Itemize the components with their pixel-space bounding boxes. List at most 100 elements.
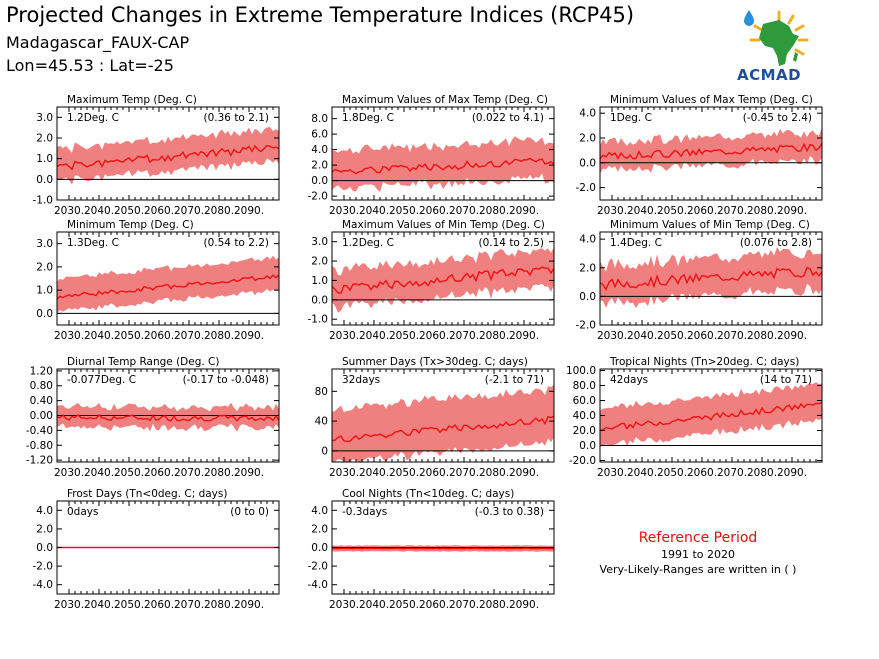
y-tick-label: -2.0 [308, 561, 329, 573]
y-tick-label: 2.0 [36, 261, 53, 273]
y-tick-label: 0.0 [579, 291, 596, 303]
x-tick-label: 2080. [747, 467, 777, 479]
x-tick-label: 2050. [389, 467, 419, 479]
x-tick-label: 2060. [144, 467, 174, 479]
x-tick-label: 2070. [174, 599, 204, 611]
x-tick-label: 2040. [359, 330, 389, 342]
x-tick-label: 2040. [359, 599, 389, 611]
x-tick-label: 2080. [204, 330, 234, 342]
mean-change-label: 32days [342, 374, 380, 386]
x-tick-label: 2080. [479, 205, 509, 217]
x-tick-label: 2060. [144, 330, 174, 342]
y-tick-label: 1.0 [36, 153, 53, 165]
likely-range-band [57, 402, 279, 432]
x-tick-label: 2090. [509, 205, 539, 217]
plot-frame [599, 106, 823, 201]
chart-panel: 2030. 2040. 2050. 2060. 2070. 2080. 2090. -4.0 -… [308, 488, 555, 611]
x-tick-label: 2030. [54, 599, 84, 611]
y-tick-label: 0.0 [36, 174, 53, 186]
reference-period-years: 1991 to 2020 [660, 548, 736, 561]
x-tick-label: 2090. [777, 330, 807, 342]
x-tick-label: 2060. [419, 467, 449, 479]
x-tick-label: 2080. [204, 599, 234, 611]
likely-range-label: (-0.45 to 2.4) [743, 112, 812, 124]
x-tick-label: 2090. [777, 467, 807, 479]
likely-range-label: (0.14 to 2.5) [479, 237, 545, 249]
plot-frame [331, 106, 555, 201]
y-tick-label: 3.0 [36, 112, 53, 124]
x-tick-label: 2050. [114, 467, 144, 479]
chart-panel: 2030. 2040. 2050. 2060. 2070. 2080. 2090. -1.20… [26, 356, 280, 479]
plot-frame [331, 368, 555, 463]
y-tick-label: 0.0 [311, 175, 328, 187]
chart-panel: 2030. 2040. 2050. 2060. 2070. 2080. 2090. -20.0… [566, 356, 823, 479]
y-tick-label: 100.0 [566, 365, 596, 377]
africa-map-logo-icon [744, 10, 809, 66]
likely-range-band [332, 247, 554, 313]
plot-frame [599, 231, 823, 326]
y-tick-label: 2.0 [36, 133, 53, 145]
y-tick-label: 0.0 [36, 542, 53, 554]
x-tick-label: 2060. [419, 205, 449, 217]
y-tick-label: 4.0 [311, 505, 328, 517]
x-tick-label: 2080. [204, 467, 234, 479]
x-tick-label: 2060. [687, 330, 717, 342]
panel-title: Maximum Values of Min Temp (Deg. C) [342, 219, 545, 231]
reference-period-title: Reference Period [638, 530, 758, 546]
x-tick-label: 2070. [449, 467, 479, 479]
mean-change-label: 1.2Deg. C [67, 112, 119, 124]
chart-panel: 2030. 2040. 2050. 2060. 2070. 2080. 2090. -1.0 0… [33, 94, 280, 217]
mean-change-label: 0days [67, 506, 98, 518]
x-tick-label: 2040. [84, 467, 114, 479]
y-tick-label: 4.0 [36, 505, 53, 517]
likely-range-label: (-2.1 to 71) [485, 374, 544, 386]
panel-title: Summer Days (Tx>30deg. C; days) [342, 356, 528, 368]
y-tick-label: -20.0 [569, 455, 596, 467]
panel-title: Maximum Temp (Deg. C) [67, 94, 197, 106]
x-tick-label: 2050. [389, 205, 419, 217]
y-tick-label: 40 [315, 416, 328, 428]
x-tick-label: 2060. [419, 330, 449, 342]
y-tick-label: 8.0 [311, 113, 328, 125]
y-tick-label: -1.0 [308, 314, 329, 326]
y-tick-label: -0.40 [26, 425, 53, 437]
likely-range-label: (0.54 to 2.2) [204, 237, 270, 249]
x-tick-label: 2050. [657, 467, 687, 479]
x-tick-label: 2030. [597, 330, 627, 342]
y-tick-label: 2.0 [311, 160, 328, 172]
x-tick-label: 2070. [174, 467, 204, 479]
x-tick-label: 2060. [419, 599, 449, 611]
y-tick-label: 0.0 [36, 308, 53, 320]
y-tick-label: 80 [315, 386, 328, 398]
likely-range-label: (-0.17 to -0.048) [183, 374, 269, 386]
y-tick-label: 2.0 [579, 133, 596, 145]
y-tick-label: 3.0 [36, 238, 53, 250]
likely-range-band [332, 136, 554, 192]
ensemble-mean-line [599, 266, 823, 291]
coordinates-subtitle: Lon=45.53 : Lat=-25 [6, 56, 174, 75]
panel-title: Minimum Values of Max Temp (Deg. C) [610, 94, 813, 106]
x-tick-label: 2030. [54, 467, 84, 479]
country-subtitle: Madagascar_FAUX-CAP [6, 33, 190, 52]
chart-panel: 2030. 2040. 2050. 2060. 2070. 2080. 2090. -2.0 0… [308, 94, 555, 217]
mean-change-label: 1.8Deg. C [342, 112, 394, 124]
x-tick-label: 2070. [449, 205, 479, 217]
y-tick-label: 4.0 [579, 108, 596, 120]
x-tick-label: 2030. [597, 205, 627, 217]
likely-range-label: (14 to 71) [760, 374, 812, 386]
y-tick-label: 20.0 [573, 425, 596, 437]
acmad-logo-text: ACMAD [737, 66, 802, 84]
likely-range-label: (-0.3 to 0.38) [475, 506, 544, 518]
likely-range-band [600, 382, 822, 447]
mean-change-label: 1.4Deg. C [610, 237, 662, 249]
x-tick-label: 2030. [597, 467, 627, 479]
x-tick-label: 2070. [449, 330, 479, 342]
y-tick-label: 6.0 [311, 129, 328, 141]
x-tick-label: 2040. [627, 205, 657, 217]
y-tick-label: -2.0 [576, 182, 597, 194]
ensemble-mean-line [599, 401, 823, 432]
chart-panel: 2030. 2040. 2050. 2060. 2070. 2080. 2090. -2.0 0… [576, 219, 823, 342]
chart-panel: 2030. 2040. 2050. 2060. 2070. 2080. 2090. 0 40 80… [315, 356, 555, 479]
ensemble-mean-line [331, 415, 555, 443]
y-tick-label: -1.0 [33, 195, 54, 207]
